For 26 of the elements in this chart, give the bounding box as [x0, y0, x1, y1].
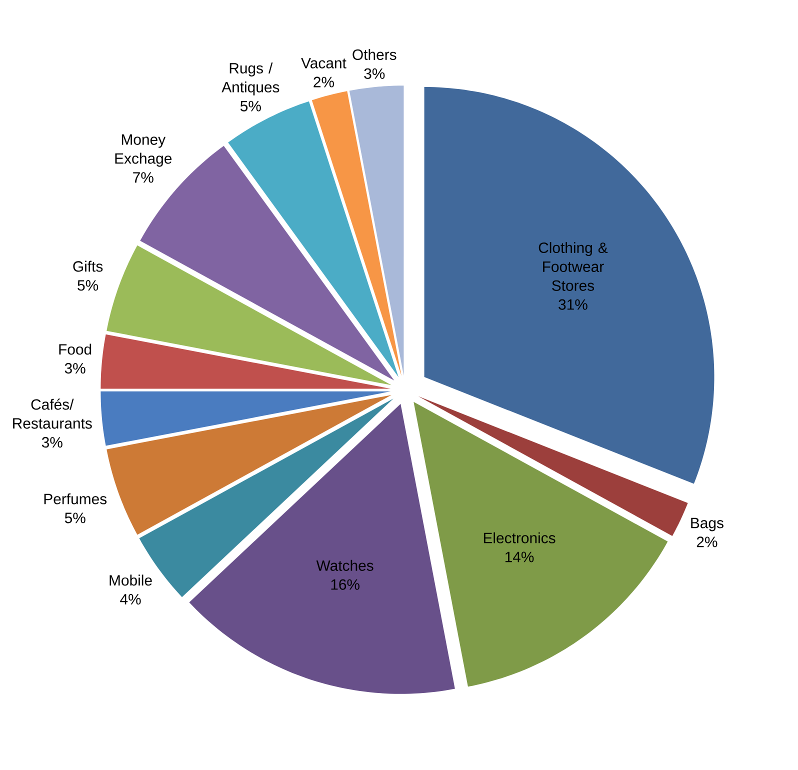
data-label: 3% [64, 363, 86, 374]
slice-label: Vacant [301, 58, 346, 68]
slice-label: Rugs / Antiques [222, 62, 280, 96]
slice-label: Money Exchage [115, 134, 172, 167]
slice-label: Others [352, 49, 396, 60]
data-label: 3% [364, 68, 385, 79]
data-label: 3% [42, 437, 62, 448]
slice-label: Cafés/ Restaurants [13, 398, 92, 429]
slice-label: Watches [316, 560, 374, 571]
data-label: 14% [505, 552, 534, 562]
data-label: 5% [240, 100, 261, 112]
data-label: 16% [331, 579, 360, 590]
data-label: 7% [133, 172, 154, 183]
data-label: 4% [120, 594, 141, 605]
data-label: 5% [78, 280, 98, 291]
data-label: 31% [558, 299, 588, 310]
data-label: 5% [64, 512, 86, 524]
slice-label: Mobile [110, 574, 152, 586]
slice-label: Perfumes [44, 493, 107, 504]
slice-label: Bags [691, 518, 724, 532]
slice-label: Electronics [484, 532, 556, 544]
data-label: 2% [314, 76, 334, 88]
slice-label: Clothing & Footwear Stores [538, 242, 608, 291]
slice-label: Food [59, 344, 92, 355]
slice-label: Gifts [73, 260, 103, 272]
data-label: 2% [696, 536, 718, 548]
